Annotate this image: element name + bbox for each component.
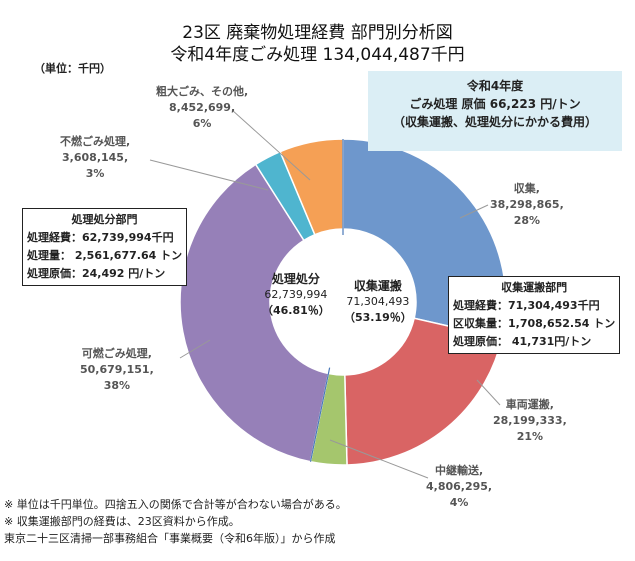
slice-value: 8,452,699,	[169, 101, 236, 114]
slice-label: 粗大ごみ、その他,	[156, 85, 249, 98]
disposal-box-amount: 処理量： 2,561,677.64 トン	[27, 249, 183, 262]
leader-line	[329, 439, 429, 479]
collection-box-unit-cost: 処理原価： 41,731円/トン	[453, 335, 592, 348]
banner-line2: ごみ処理 原価 66,223 円/トン	[409, 97, 581, 111]
slice-pct: 28%	[513, 214, 541, 227]
disposal-box-title: 処理処分部門	[71, 213, 138, 226]
leader-line	[179, 339, 211, 359]
callout-vehicle-transport: 車両運搬, 28,199,333, 21%	[493, 397, 567, 445]
center-collection-pct: （53.19％）	[344, 311, 412, 324]
banner-line1: 令和4年度	[466, 79, 524, 93]
slice-value: 28,199,333,	[493, 414, 567, 427]
slice-pct: 6%	[192, 117, 212, 130]
banner-line3: （収集運搬、処理処分にかかる費用）	[392, 115, 597, 129]
slice-pct: 38%	[103, 379, 131, 392]
collection-box-amount: 区収集量：1,708,652.54 トン	[453, 317, 616, 330]
slice-value: 38,298,865,	[490, 198, 564, 211]
footnote-1: ※ 単位は千円単位。四捨五入の関係で合計等が合わない場合がある。	[4, 498, 347, 511]
separator-bottom	[309, 367, 331, 462]
slice-combustible	[179, 163, 330, 463]
slice-value: 3,608,145,	[62, 151, 129, 164]
center-collection: 収集運搬 71,304,493 （53.19％）	[344, 278, 412, 326]
leader-line	[231, 109, 311, 181]
collection-box-cost: 処理経費：71,304,493千円	[453, 299, 600, 312]
callout-relay-transport: 中継輸送, 4,806,295, 4%	[426, 463, 492, 511]
disposal-department-box: 処理処分部門 処理経費：62,739,994千円 処理量： 2,561,677.…	[22, 208, 188, 286]
collection-department-box: 収集運搬部門 処理経費：71,304,493千円 区収集量：1,708,652.…	[448, 276, 621, 354]
footnotes: ※ 単位は千円単位。四捨五入の関係で合計等が合わない場合がある。 ※ 収集運搬部…	[4, 496, 347, 547]
center-disposal-value: 62,739,994	[264, 288, 328, 301]
callout-bulky-other: 粗大ごみ、その他, 8,452,699, 6%	[156, 84, 248, 132]
leader-line	[459, 204, 489, 219]
footnote-3: 東京二十三区清掃一部事務組合「事業概要（令和6年版）」から作成	[4, 532, 336, 545]
unit-label: （単位：千円）	[34, 62, 111, 75]
chart-title-line1: 23区 廃棄物処理経費 部門別分析図	[182, 23, 453, 43]
collection-box-title: 収集運搬部門	[501, 281, 568, 294]
unit-cost-banner: 令和4年度 ごみ処理 原価 66,223 円/トン （収集運搬、処理処分にかかる…	[368, 71, 622, 151]
chart-title-line2: 令和4年度ごみ処理 134,044,487千円	[170, 45, 465, 65]
slice-vehicle-transport	[344, 317, 503, 466]
slice-label: 中継輸送,	[434, 464, 484, 477]
slice-label: 不燃ごみ処理,	[60, 135, 131, 148]
slice-value: 4,806,295,	[426, 480, 493, 493]
callout-noncombustible: 不燃ごみ処理, 3,608,145, 3%	[60, 134, 130, 182]
footnote-2: ※ 収集運搬部門の経費は、23区資料から作成。	[4, 515, 240, 528]
callout-collection: 収集, 38,298,865, 28%	[490, 181, 564, 229]
slice-pct: 3%	[85, 167, 105, 180]
center-collection-value: 71,304,493	[346, 295, 410, 308]
leader-line	[476, 379, 501, 406]
disposal-box-unit-cost: 処理原価：24,492 円/トン	[27, 267, 166, 280]
center-collection-name: 収集運搬	[353, 279, 402, 293]
slice-label: 収集,	[513, 182, 540, 195]
slice-label: 可燃ごみ処理,	[81, 347, 152, 360]
slice-pct: 4%	[449, 496, 469, 509]
callout-combustible: 可燃ごみ処理, 50,679,151, 38%	[80, 346, 154, 394]
slice-pct: 21%	[516, 430, 544, 443]
slice-value: 50,679,151,	[80, 363, 154, 376]
center-disposal-pct: （46.81％）	[262, 304, 330, 317]
disposal-box-cost: 処理経費：62,739,994千円	[27, 231, 174, 244]
leader-line	[149, 159, 269, 191]
center-disposal-name: 処理処分	[271, 272, 320, 286]
center-disposal: 処理処分 62,739,994 （46.81％）	[262, 271, 330, 319]
slice-label: 車両運搬,	[505, 398, 554, 411]
